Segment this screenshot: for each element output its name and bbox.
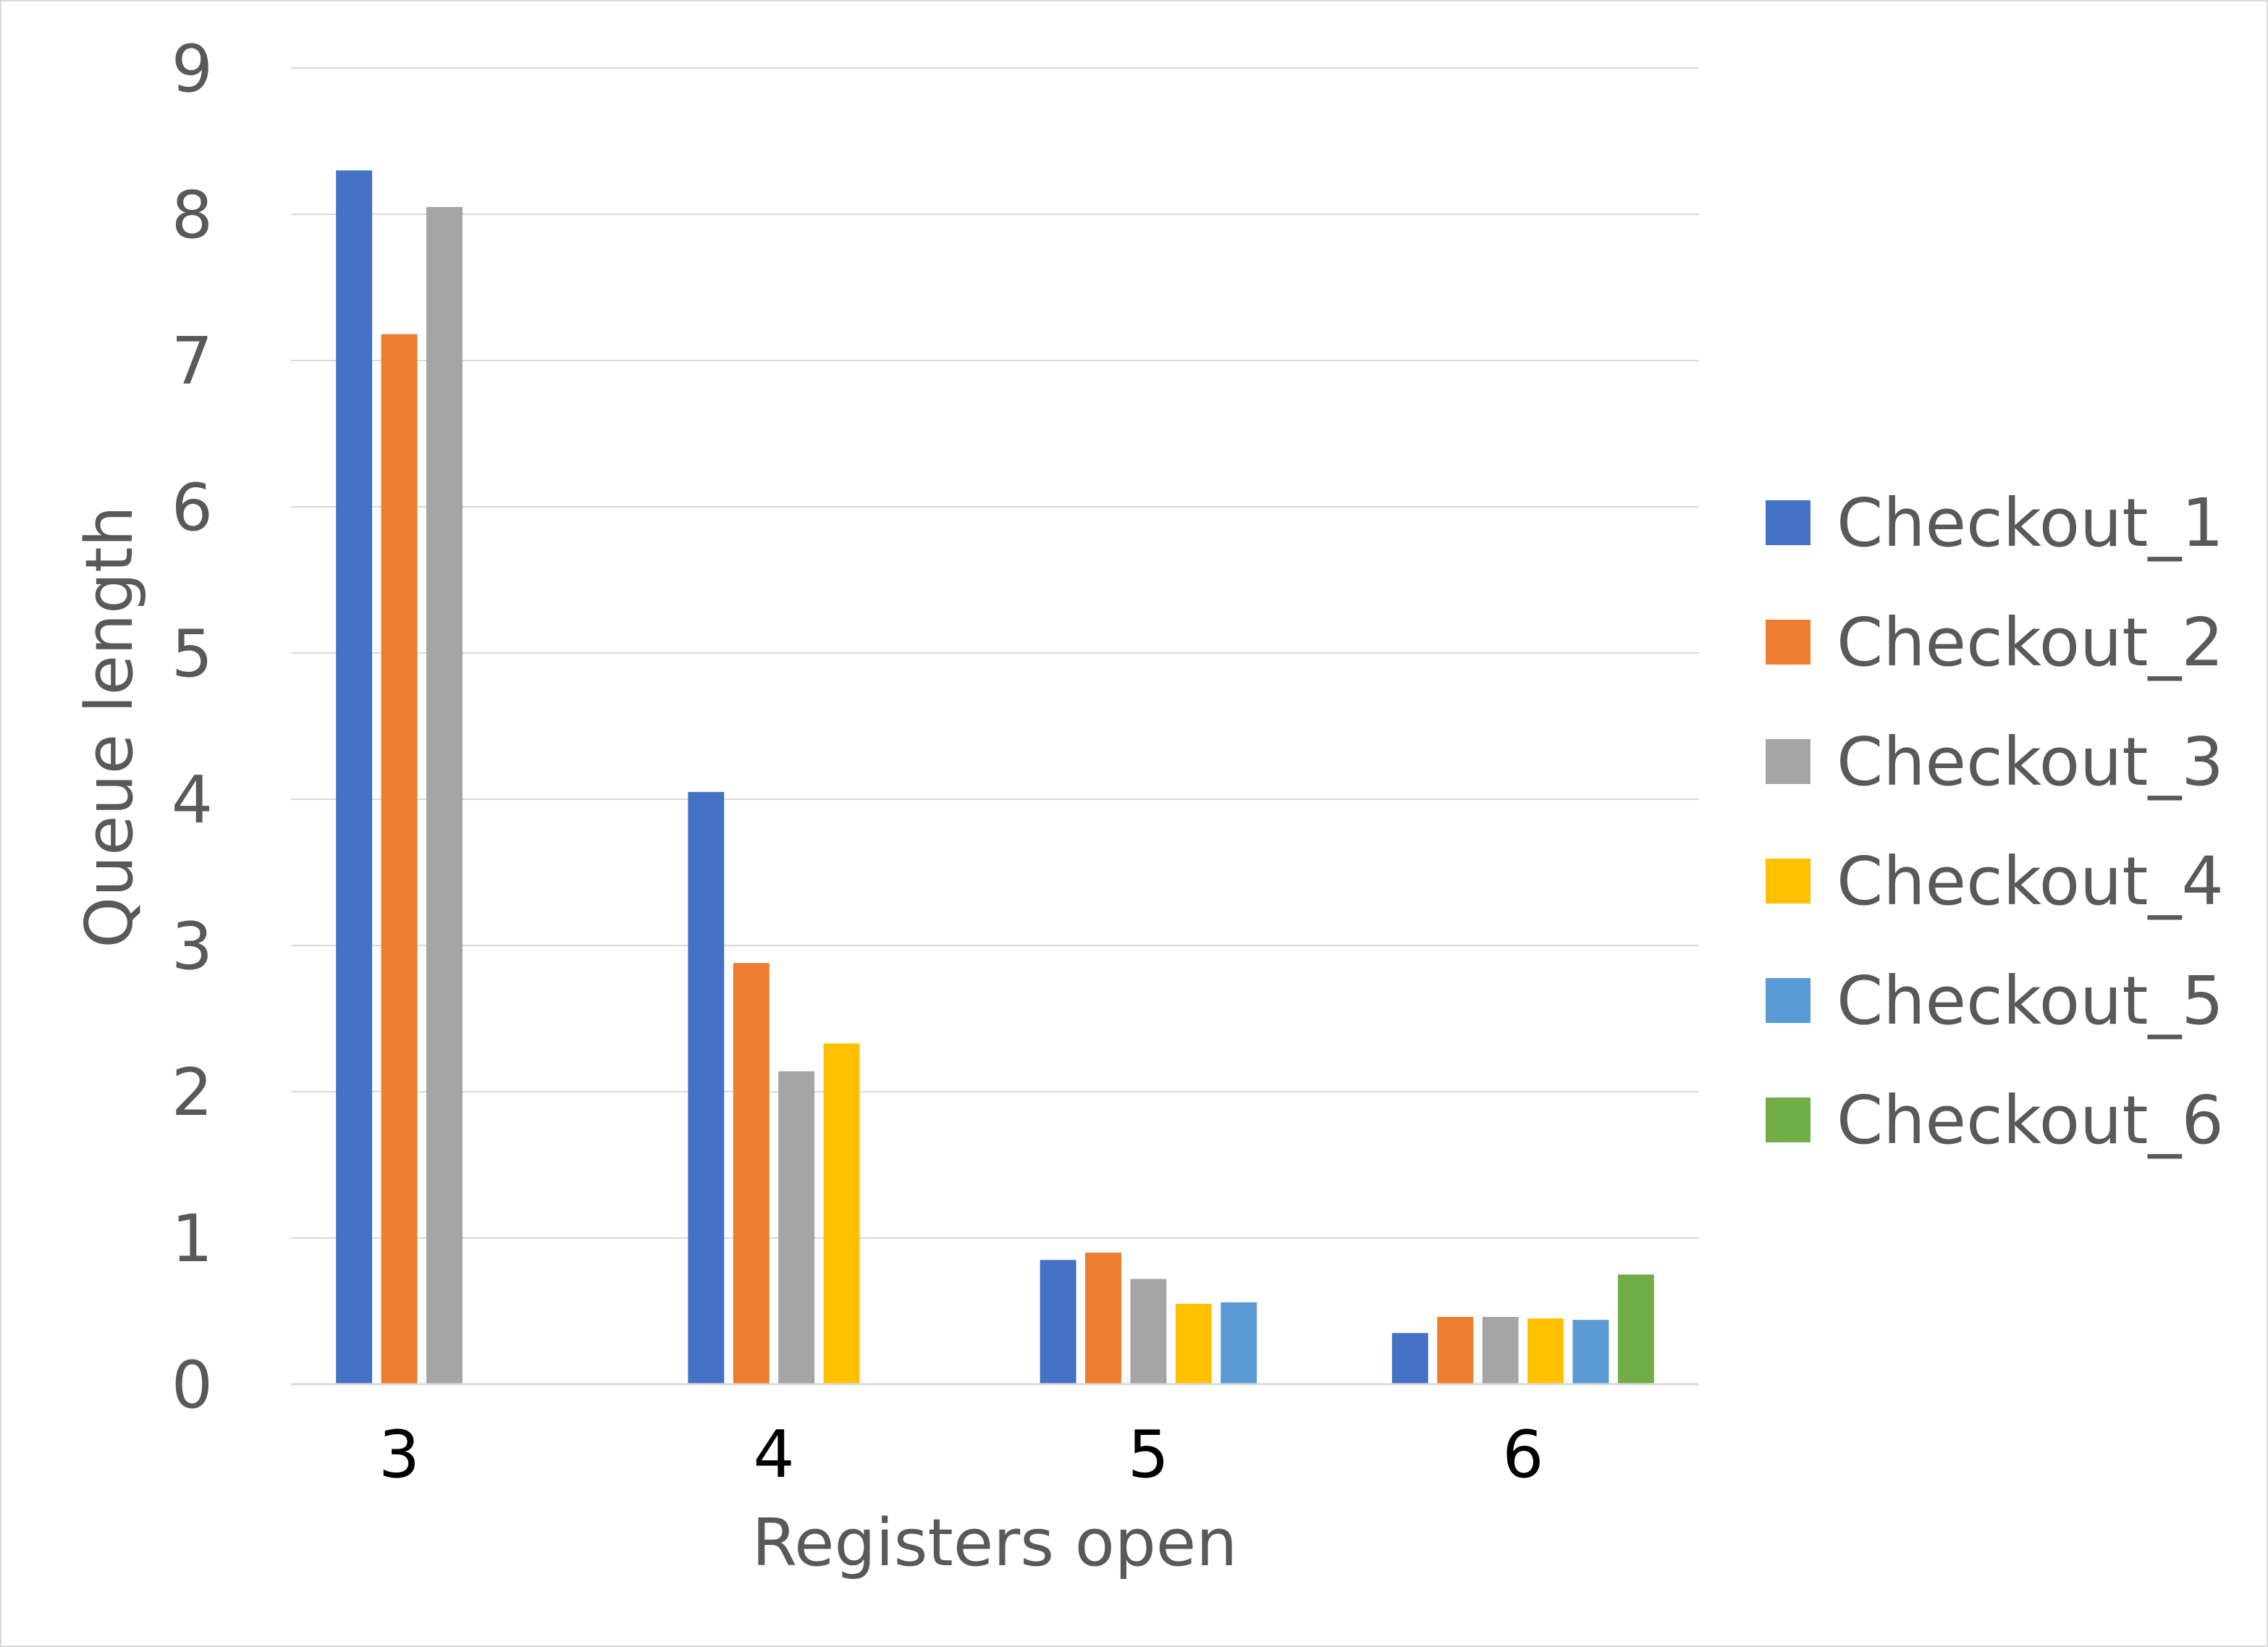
bar-checkout-2-5	[1085, 1252, 1121, 1384]
y-tick-label: 2	[172, 1055, 213, 1131]
legend-swatch	[1766, 739, 1810, 784]
legend-swatch	[1766, 500, 1810, 545]
x-axis-label: Registers open	[752, 1505, 1238, 1581]
y-axis-label: Queue length	[72, 505, 148, 948]
legend-swatch	[1766, 859, 1810, 903]
legend: Checkout_1 Checkout_2 Checkout_3 Checkout_4…	[1766, 484, 2224, 1159]
y-tick-labels: 0 1 2 3 4 5 6 7 8 9	[172, 31, 213, 1423]
legend-label: Checkout_2	[1837, 604, 2224, 681]
bar-checkout-3-4	[778, 1071, 815, 1384]
y-tick-label: 3	[172, 909, 213, 985]
y-tick-label: 6	[172, 470, 213, 546]
bar-checkout-2-6	[1437, 1317, 1474, 1384]
bar-checkout-1-5	[1040, 1260, 1076, 1384]
bar-checkout-5-5	[1221, 1302, 1257, 1384]
legend-swatch	[1766, 978, 1810, 1023]
x-tick-label: 6	[1502, 1417, 1543, 1493]
y-tick-label: 5	[172, 616, 213, 692]
bar-checkout-3-3	[426, 206, 463, 1384]
legend-label: Checkout_3	[1837, 723, 2224, 801]
bar-checkout-6-6	[1617, 1274, 1654, 1384]
bar-checkout-1-3	[336, 170, 373, 1384]
bar-checkout-2-4	[733, 963, 770, 1384]
bar-checkout-4-4	[823, 1043, 860, 1384]
gridlines	[291, 67, 1699, 1239]
legend-label: Checkout_6	[1837, 1082, 2224, 1159]
bars	[336, 170, 1654, 1384]
x-tick-label: 4	[753, 1417, 794, 1493]
bar-checkout-1-4	[688, 791, 725, 1384]
y-tick-label: 4	[172, 762, 213, 838]
y-tick-label: 8	[172, 177, 213, 253]
bar-checkout-4-6	[1527, 1318, 1564, 1384]
legend-label: Checkout_5	[1837, 962, 2224, 1040]
bar-checkout-2-3	[381, 334, 418, 1384]
legend-swatch	[1766, 620, 1810, 665]
bar-checkout-3-6	[1482, 1317, 1519, 1384]
legend-swatch	[1766, 1098, 1810, 1142]
x-tick-labels: 3 4 5 6	[379, 1417, 1544, 1493]
legend-label: Checkout_4	[1837, 843, 2224, 920]
y-tick-label: 7	[172, 324, 213, 400]
bar-checkout-5-6	[1572, 1320, 1609, 1384]
y-tick-label: 9	[172, 31, 213, 107]
legend-label: Checkout_1	[1837, 484, 2224, 562]
y-tick-label: 1	[172, 1201, 213, 1277]
y-tick-label: 0	[172, 1347, 213, 1423]
x-tick-label: 5	[1128, 1417, 1169, 1493]
bar-checkout-1-6	[1391, 1333, 1428, 1384]
bar-checkout-3-5	[1130, 1279, 1167, 1384]
bar-checkout-4-5	[1175, 1303, 1212, 1384]
x-tick-label: 3	[379, 1417, 420, 1493]
